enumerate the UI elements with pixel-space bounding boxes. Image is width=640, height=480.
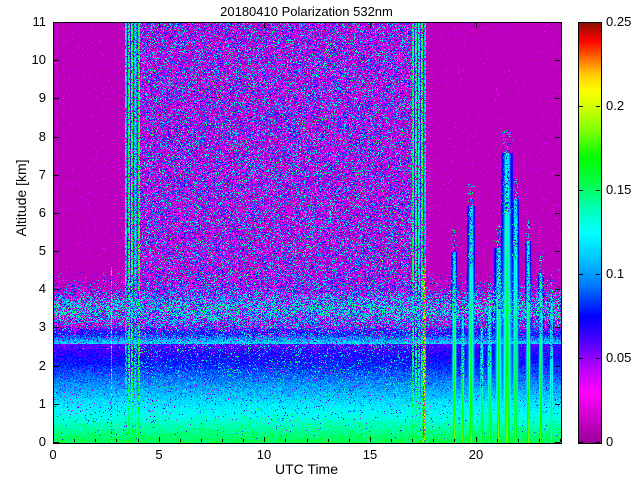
colorbar-tick-mark xyxy=(596,106,600,107)
x-minor-tick xyxy=(412,439,413,442)
plot-axes xyxy=(53,22,562,444)
y-tick-mark xyxy=(54,175,59,176)
x-tick-label: 10 xyxy=(256,447,272,462)
colorbar-tick-label: 0.15 xyxy=(606,182,632,197)
x-tick-mark xyxy=(53,437,54,442)
x-minor-tick xyxy=(391,439,392,442)
y-tick-mark xyxy=(555,289,560,290)
y-tick-mark xyxy=(54,251,59,252)
colorbar-tick-mark xyxy=(579,190,583,191)
x-tick-mark xyxy=(476,23,477,28)
x-tick-mark xyxy=(159,437,160,442)
y-tick-mark xyxy=(54,22,59,23)
x-tick-mark xyxy=(159,23,160,28)
y-tick-label: 0 xyxy=(38,434,46,449)
y-tick-label: 8 xyxy=(38,129,46,144)
y-tick-mark xyxy=(54,137,59,138)
x-axis-label: UTC Time xyxy=(275,461,338,477)
y-tick-mark xyxy=(555,404,560,405)
y-tick-mark xyxy=(555,22,560,23)
x-tick-label: 15 xyxy=(362,447,378,462)
x-minor-tick xyxy=(454,439,455,442)
colorbar-tick-mark xyxy=(579,22,583,23)
colorbar-tick-mark xyxy=(596,274,600,275)
y-tick-mark xyxy=(54,60,59,61)
y-tick-label: 7 xyxy=(38,167,46,182)
y-tick-mark xyxy=(555,175,560,176)
y-tick-label: 11 xyxy=(32,14,47,29)
colorbar-tick-mark xyxy=(596,442,600,443)
page-title: 20180410 Polarization 532nm xyxy=(220,4,393,19)
x-tick-mark xyxy=(370,23,371,28)
y-tick-mark xyxy=(54,404,59,405)
x-minor-tick xyxy=(243,439,244,442)
y-axis-label: Altitude [km] xyxy=(13,159,29,237)
colorbar-tick-mark xyxy=(579,274,583,275)
y-tick-label: 10 xyxy=(31,52,46,67)
y-tick-mark xyxy=(555,366,560,367)
colorbar-tick-label: 0.2 xyxy=(606,98,625,113)
y-tick-label: 1 xyxy=(38,396,46,411)
x-tick-mark xyxy=(53,23,54,28)
y-tick-mark xyxy=(54,213,59,214)
y-tick-mark xyxy=(54,327,59,328)
y-tick-mark xyxy=(555,137,560,138)
y-tick-mark xyxy=(555,442,560,443)
colorbar-tick-label: 0.25 xyxy=(606,14,632,29)
x-minor-tick xyxy=(222,439,223,442)
y-tick-mark xyxy=(555,98,560,99)
colorbar-tick-mark xyxy=(596,190,600,191)
y-tick-label: 9 xyxy=(38,90,46,105)
x-tick-label: 0 xyxy=(49,447,57,462)
y-tick-mark xyxy=(54,98,59,99)
y-tick-mark xyxy=(555,327,560,328)
x-tick-mark xyxy=(264,23,265,28)
y-tick-mark xyxy=(54,366,59,367)
colorbar-tick-mark xyxy=(579,106,583,107)
colorbar-tick-label: 0.1 xyxy=(606,266,625,281)
x-minor-tick xyxy=(180,439,181,442)
x-minor-tick xyxy=(349,439,350,442)
colorbar-tick-mark xyxy=(596,358,600,359)
x-minor-tick xyxy=(116,439,117,442)
x-minor-tick xyxy=(74,439,75,442)
x-minor-tick xyxy=(560,439,561,442)
x-tick-label: 5 xyxy=(155,447,163,462)
y-tick-mark xyxy=(555,60,560,61)
colorbar-tick-mark xyxy=(596,22,600,23)
y-tick-label: 5 xyxy=(38,243,46,258)
y-tick-mark xyxy=(555,251,560,252)
x-tick-mark xyxy=(476,437,477,442)
colorbar xyxy=(578,22,602,444)
x-minor-tick xyxy=(307,439,308,442)
x-minor-tick xyxy=(95,439,96,442)
colorbar-tick-mark xyxy=(579,358,583,359)
y-tick-mark xyxy=(54,442,59,443)
y-tick-mark xyxy=(555,213,560,214)
x-minor-tick xyxy=(328,439,329,442)
x-minor-tick xyxy=(433,439,434,442)
colorbar-tick-label: 0 xyxy=(606,434,614,449)
x-minor-tick xyxy=(285,439,286,442)
y-tick-label: 2 xyxy=(38,358,46,373)
x-minor-tick xyxy=(518,439,519,442)
colorbar-tick-mark xyxy=(579,442,583,443)
colorbar-gradient xyxy=(579,23,601,443)
y-tick-mark xyxy=(54,289,59,290)
x-minor-tick xyxy=(201,439,202,442)
x-tick-label: 20 xyxy=(468,447,484,462)
y-tick-label: 4 xyxy=(38,281,46,296)
x-tick-mark xyxy=(264,437,265,442)
x-minor-tick xyxy=(539,439,540,442)
y-tick-label: 6 xyxy=(38,205,46,220)
x-minor-tick xyxy=(138,439,139,442)
heatmap-image xyxy=(54,23,561,443)
x-minor-tick xyxy=(497,439,498,442)
x-tick-mark xyxy=(370,437,371,442)
y-tick-label: 3 xyxy=(38,319,46,334)
colorbar-tick-label: 0.05 xyxy=(606,350,632,365)
